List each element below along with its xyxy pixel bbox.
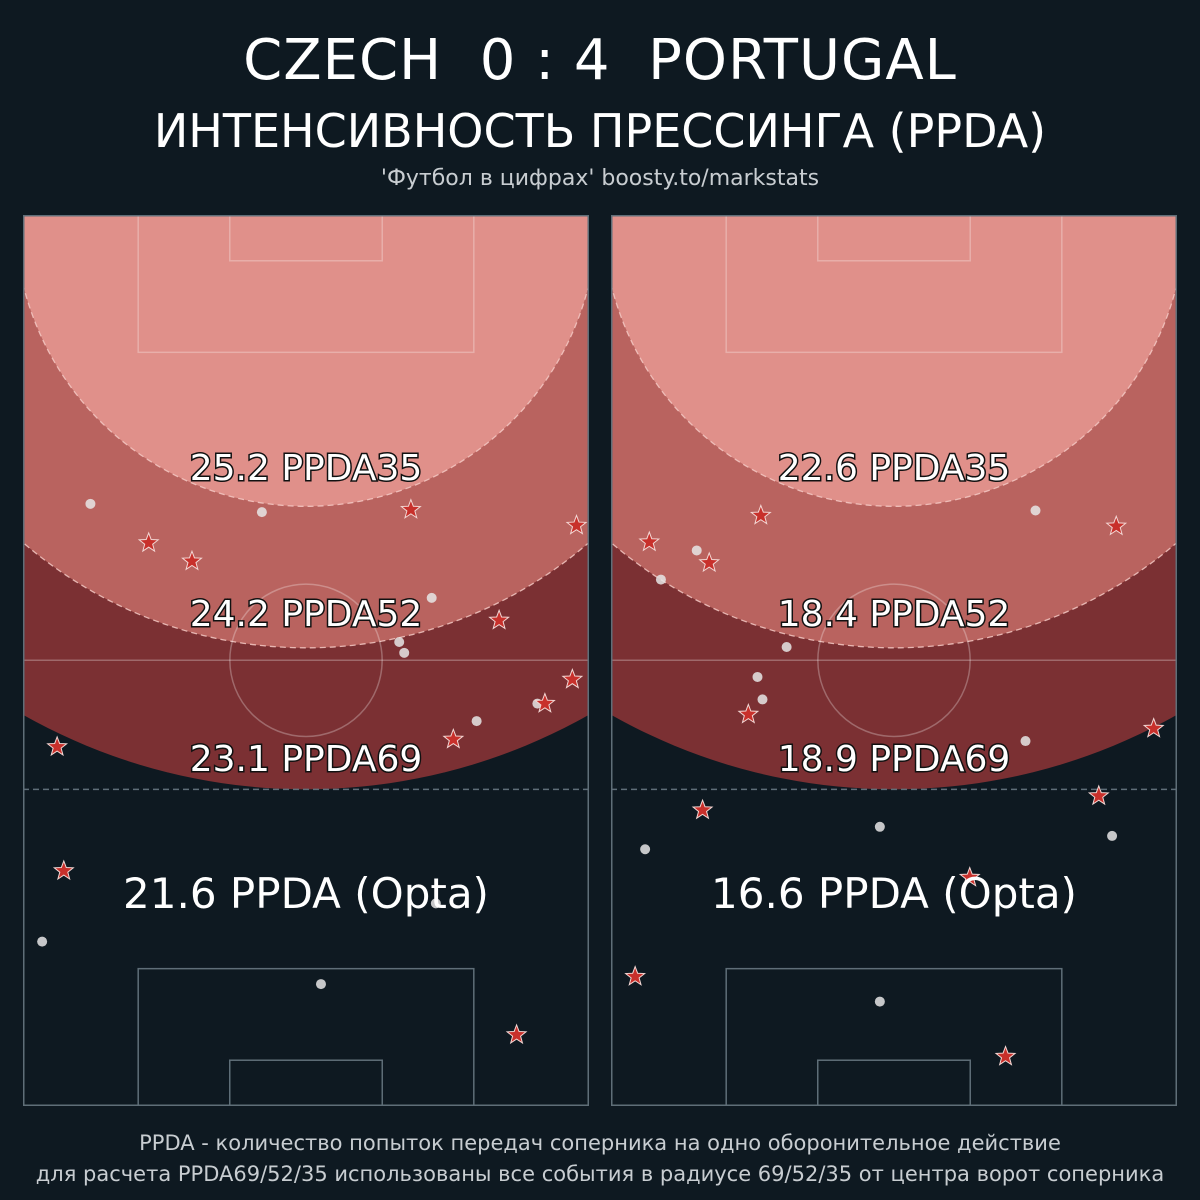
defensive-action-dot: [655, 574, 666, 585]
defensive-action-dot: [752, 671, 763, 682]
centre-circle: [229, 583, 383, 738]
defensive-action-dot: [757, 694, 768, 705]
defensive-action-star: [958, 866, 981, 887]
defensive-action-dot: [874, 821, 885, 832]
ppda35-label: 22.6 PPDA35: [778, 448, 1011, 489]
footer-note-2: для расчета PPDA69/52/35 использованы вс…: [35, 1162, 1165, 1186]
defensive-action-dot: [399, 647, 410, 658]
pitch-panel-right: 22.6 PPDA35 18.4 PPDA52 18.9 PPDA69 16.6 PP…: [611, 215, 1177, 1106]
defensive-action-dot: [256, 507, 267, 518]
footer-note-1: PPDA - количество попыток передач соперн…: [139, 1131, 1061, 1155]
defensive-action-dot: [781, 641, 792, 652]
chart-title: CZECH 0 : 4 PORTUGAL: [243, 28, 957, 93]
pressing-zone-35: [611, 215, 1177, 507]
pressing-zone-35: [23, 215, 589, 507]
pitch-panel-left: 25.2 PPDA35 24.2 PPDA52 23.1 PPDA69 21.6 PP…: [23, 215, 589, 1106]
defensive-action-dot: [37, 936, 48, 947]
opta-ppda-label: 21.6 PPDA (Opta): [123, 869, 489, 918]
defensive-action-dot: [1030, 505, 1041, 516]
defensive-action-dot: [315, 979, 326, 990]
defensive-action-star: [534, 692, 556, 713]
ppda69-label: 18.9 PPDA69: [778, 739, 1011, 780]
defensive-action-star: [181, 549, 203, 571]
centre-circle: [817, 583, 971, 738]
ppda69-label: 23.1 PPDA69: [190, 739, 423, 780]
six-yard-box-top: [817, 215, 971, 262]
defensive-action-star: [1142, 717, 1165, 738]
defensive-action-star: [737, 702, 760, 724]
ppda35-label: 25.2 PPDA35: [190, 448, 423, 489]
defensive-action-dot: [471, 716, 482, 727]
defensive-action-star: [505, 1023, 528, 1045]
defensive-action-dot: [1020, 736, 1031, 747]
defensive-action-star: [488, 608, 510, 630]
pitch-svg-right: 22.6 PPDA35 18.4 PPDA52 18.9 PPDA69 16.6 PP…: [611, 215, 1177, 1106]
defensive-action-star: [638, 530, 661, 552]
six-yard-box-top: [229, 215, 383, 262]
defensive-action-star: [698, 551, 721, 573]
credit-text: 'Футбол в цифрах' boosty.to/markstats: [380, 166, 820, 191]
defensive-action-star: [46, 735, 68, 757]
defensive-action-dot: [691, 545, 702, 556]
defensive-action-star: [442, 727, 465, 749]
defensive-action-dot: [394, 636, 405, 647]
defensive-action-star: [52, 859, 75, 881]
pitch-border: [23, 215, 589, 1106]
defensive-action-star: [691, 798, 714, 820]
penalty-box-top: [137, 215, 475, 354]
defensive-action-star: [137, 531, 160, 553]
defensive-action-star: [749, 504, 772, 525]
ppda52-label: 18.4 PPDA52: [778, 594, 1011, 635]
defensive-action-star: [1105, 514, 1128, 536]
defensive-action-dot: [430, 898, 441, 909]
defensive-action-star: [565, 514, 588, 535]
opta-ppda-label: 16.6 PPDA (Opta): [711, 869, 1077, 918]
ppda52-label: 24.2 PPDA52: [190, 594, 423, 635]
defensive-action-star: [624, 965, 647, 986]
pitch-border: [611, 215, 1177, 1106]
defensive-action-star: [400, 498, 422, 519]
defensive-action-star: [561, 668, 584, 689]
penalty-box-top: [725, 215, 1063, 354]
pitch-svg-left: 25.2 PPDA35 24.2 PPDA52 23.1 PPDA69 21.6 PP…: [23, 215, 589, 1106]
defensive-action-dot: [1107, 830, 1118, 841]
defensive-action-dot: [874, 996, 885, 1007]
defensive-action-star: [994, 1045, 1017, 1066]
chart-subtitle: ИНТЕНСИВНОСТЬ ПРЕССИНГА (PPDA): [153, 104, 1047, 158]
defensive-action-dot: [85, 498, 96, 509]
defensive-action-dot: [640, 844, 651, 855]
defensive-action-star: [1087, 784, 1110, 806]
defensive-action-dot: [426, 592, 437, 603]
